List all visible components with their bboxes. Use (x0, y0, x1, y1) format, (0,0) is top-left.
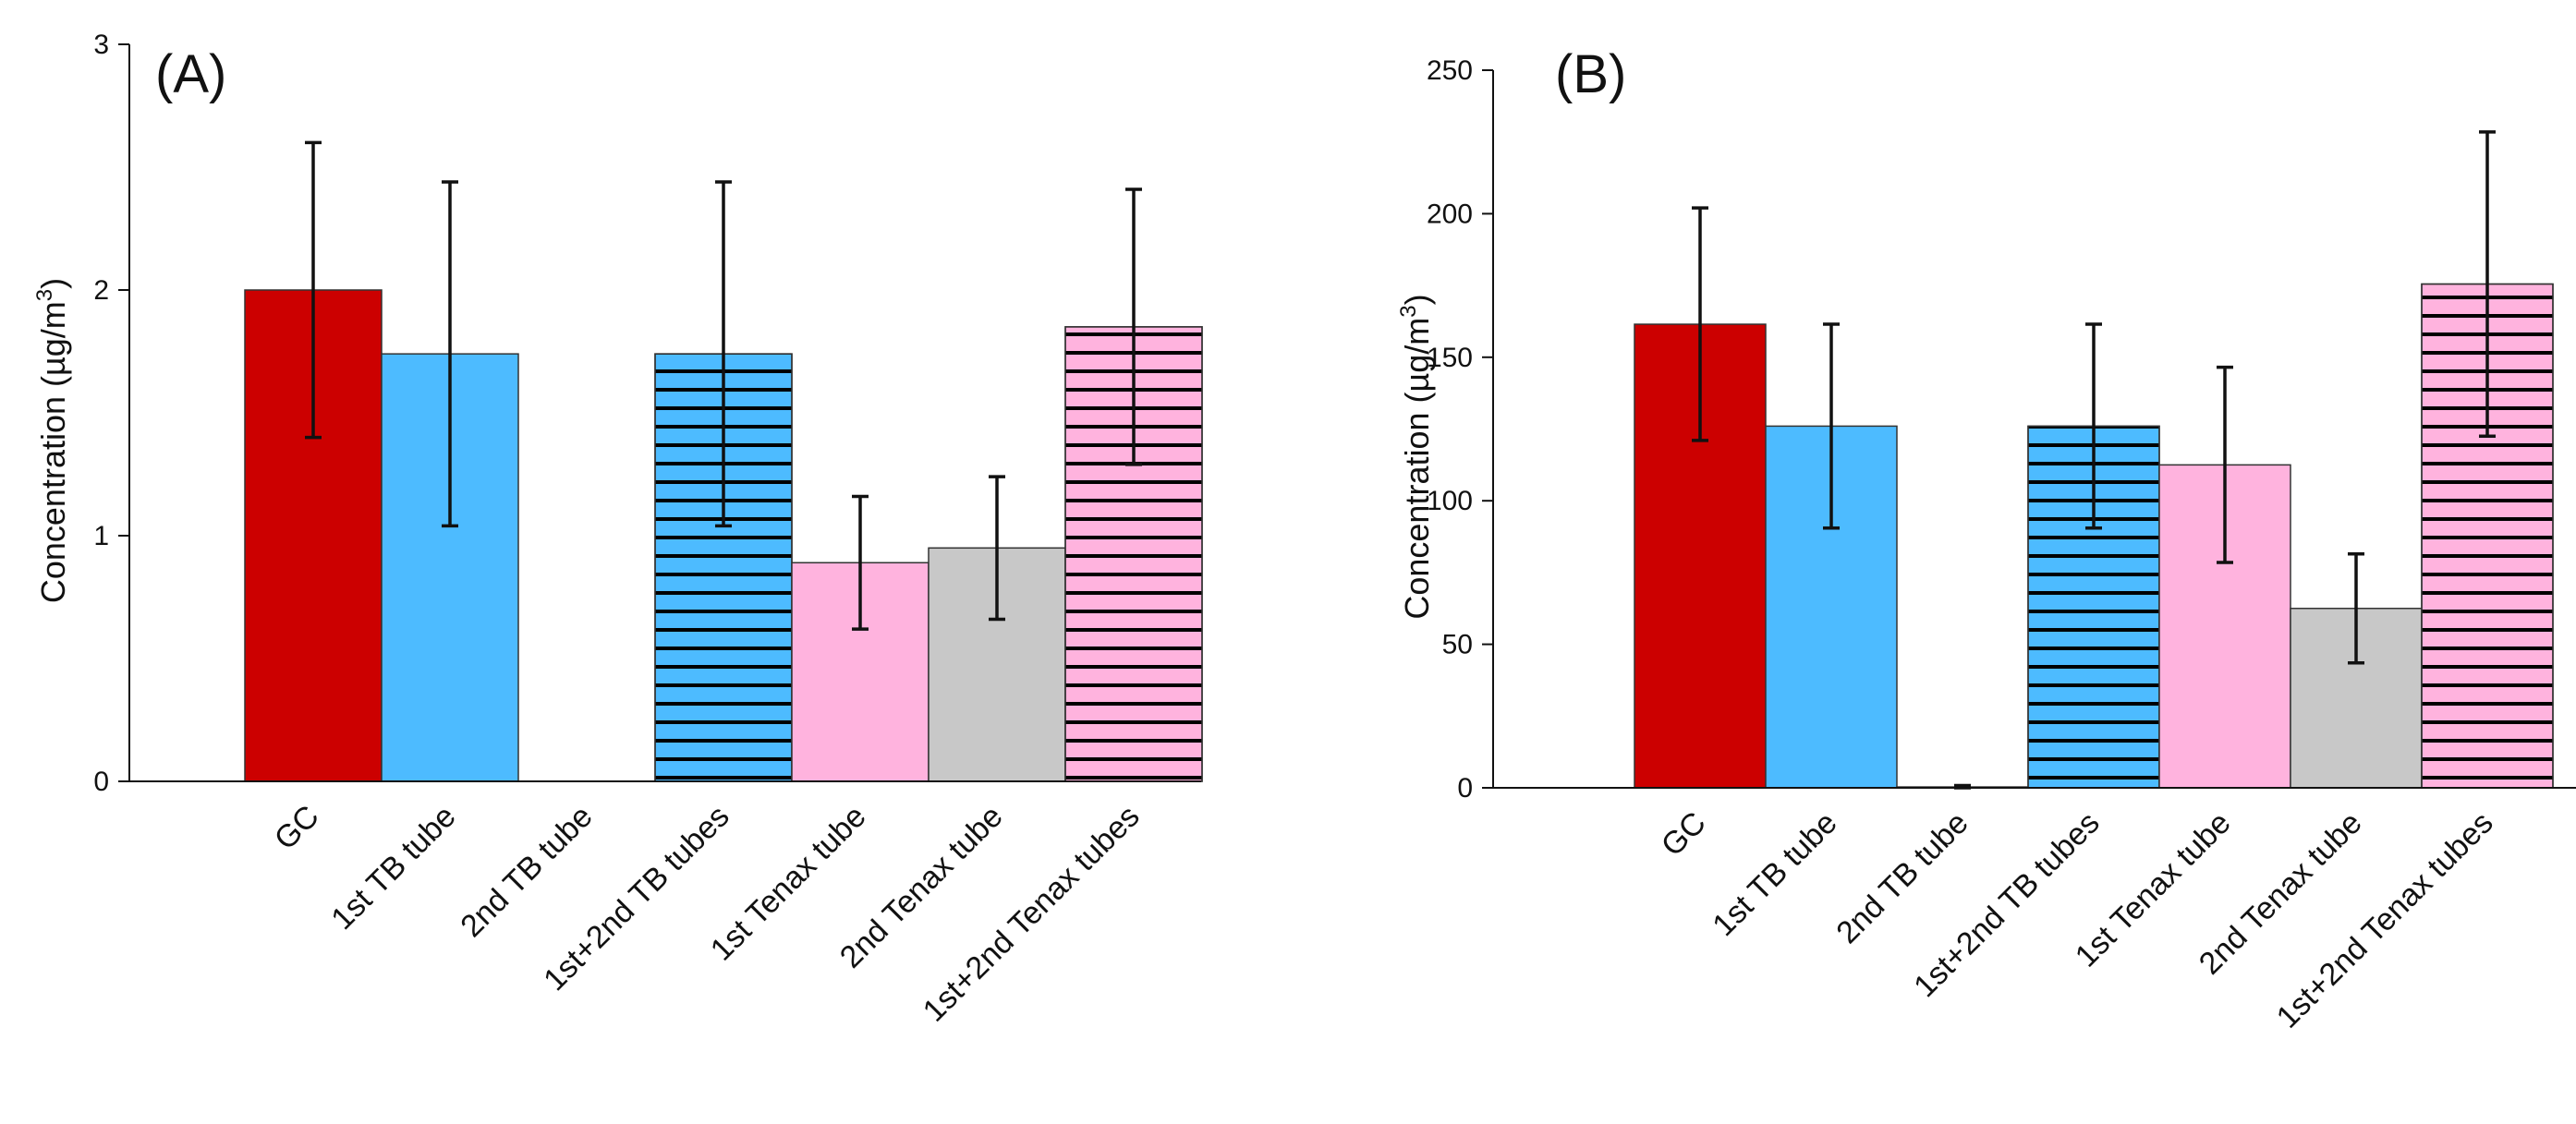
x-tick-label: GC (1655, 805, 1713, 864)
y-tick-label: 0 (93, 767, 109, 797)
error-bar-7 (2479, 130, 2496, 439)
error-bar-6 (989, 475, 1005, 622)
error-bar-5 (2217, 365, 2233, 564)
y-tick-label: 150 (1427, 343, 1473, 373)
y-tick-label: 250 (1427, 55, 1473, 86)
error-bar-1 (1692, 206, 1708, 442)
error-bar-4 (715, 180, 732, 528)
error-bar-7 (1125, 187, 1142, 466)
y-axis-label: Concentration (µg/m3) (32, 278, 72, 603)
x-tick-label: 2nd TB tube (1829, 805, 1975, 950)
y-tick-label: 0 (1457, 773, 1473, 804)
y-tick-label: 200 (1427, 199, 1473, 229)
y-tick-label: 2 (93, 275, 109, 306)
y-axis-label: Concentration (µg/m3) (1396, 294, 1436, 619)
error-bar-2 (1823, 322, 1840, 530)
x-tick-label: 1st TB tube (324, 799, 462, 937)
y-tick-label: 3 (93, 30, 109, 60)
x-tick-label: 1st TB tube (1706, 805, 1843, 943)
y-axis-label-close: ) (1398, 294, 1436, 305)
y-tick-label: 1 (93, 521, 109, 551)
y-tick-label: 100 (1427, 486, 1473, 516)
y-axis-label-base: Concentration (µg/m (1398, 318, 1436, 620)
error-bar-4 (2085, 322, 2102, 530)
error-bar-5 (852, 494, 869, 631)
x-tick-label: 1st+2nd Tenax tubes (2270, 805, 2500, 1035)
panel-label: (A) (155, 44, 226, 104)
y-axis-label-base: Concentration (µg/m (34, 301, 72, 603)
error-bar-2 (442, 180, 458, 528)
y-axis-label-superscript: 3 (1396, 305, 1421, 317)
panel-label: (B) (1555, 44, 1626, 104)
y-tick-label: 50 (1442, 630, 1473, 660)
error-bar-6 (2348, 551, 2364, 665)
y-axis-label-close: ) (34, 278, 72, 289)
x-tick-label: GC (268, 799, 326, 857)
error-bar-1 (305, 140, 322, 440)
y-axis-label-superscript: 3 (32, 289, 57, 301)
x-tick-label: 2nd TB tube (454, 799, 599, 944)
